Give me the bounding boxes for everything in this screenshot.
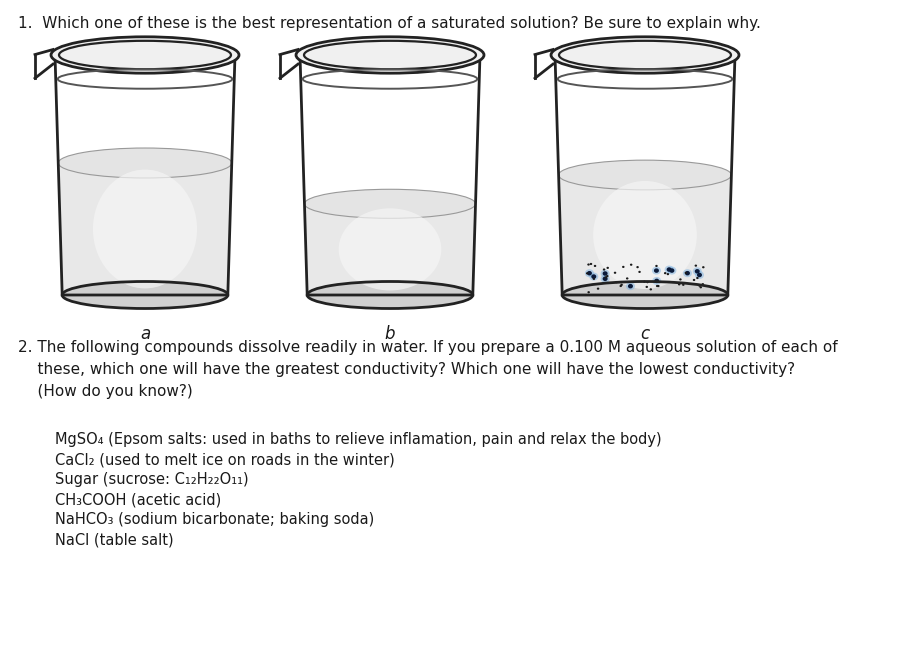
- Ellipse shape: [589, 273, 597, 281]
- Ellipse shape: [604, 276, 607, 279]
- Ellipse shape: [645, 286, 647, 288]
- Text: (How do you know?): (How do you know?): [18, 384, 193, 399]
- Ellipse shape: [600, 275, 609, 283]
- Ellipse shape: [338, 209, 441, 290]
- Ellipse shape: [621, 266, 624, 268]
- Ellipse shape: [613, 272, 616, 274]
- Ellipse shape: [606, 275, 607, 277]
- Ellipse shape: [692, 279, 695, 281]
- Ellipse shape: [625, 277, 628, 279]
- Ellipse shape: [62, 281, 228, 308]
- Ellipse shape: [585, 272, 588, 275]
- Ellipse shape: [593, 265, 596, 267]
- Ellipse shape: [685, 271, 689, 275]
- Ellipse shape: [666, 267, 671, 272]
- Ellipse shape: [606, 267, 608, 269]
- Ellipse shape: [586, 271, 591, 275]
- Text: MgSO₄ (Epsom salts: used in baths to relieve inflamation, pain and relax the bod: MgSO₄ (Epsom salts: used in baths to rel…: [55, 432, 661, 447]
- Ellipse shape: [550, 37, 738, 73]
- Text: c: c: [640, 325, 649, 343]
- Ellipse shape: [701, 266, 704, 268]
- Ellipse shape: [304, 189, 475, 218]
- Ellipse shape: [655, 285, 658, 287]
- Ellipse shape: [638, 271, 641, 273]
- Text: CH₃COOH (acetic acid): CH₃COOH (acetic acid): [55, 492, 221, 507]
- Ellipse shape: [677, 283, 680, 285]
- Ellipse shape: [615, 281, 618, 283]
- Ellipse shape: [602, 268, 605, 271]
- Ellipse shape: [600, 270, 609, 277]
- Text: 1.  Which one of these is the best representation of a saturated solution? Be su: 1. Which one of these is the best repres…: [18, 16, 760, 31]
- Ellipse shape: [630, 264, 631, 266]
- Ellipse shape: [653, 279, 659, 283]
- Text: CaCl₂ (used to melt ice on roads in the winter): CaCl₂ (used to melt ice on roads in the …: [55, 452, 394, 467]
- Ellipse shape: [602, 272, 607, 276]
- Ellipse shape: [593, 181, 696, 289]
- Text: a: a: [140, 325, 150, 343]
- Ellipse shape: [694, 269, 699, 273]
- Ellipse shape: [666, 273, 668, 275]
- Ellipse shape: [602, 277, 607, 281]
- Ellipse shape: [586, 291, 589, 294]
- Ellipse shape: [664, 266, 673, 273]
- Ellipse shape: [628, 284, 632, 288]
- Ellipse shape: [645, 281, 648, 283]
- Text: these, which one will have the greatest conductivity? Which one will have the lo: these, which one will have the greatest …: [18, 362, 794, 377]
- Text: b: b: [384, 325, 395, 343]
- Ellipse shape: [698, 284, 700, 287]
- Ellipse shape: [591, 274, 596, 279]
- Ellipse shape: [696, 277, 698, 279]
- Ellipse shape: [653, 268, 658, 273]
- Ellipse shape: [692, 267, 701, 275]
- Ellipse shape: [701, 283, 703, 285]
- Ellipse shape: [51, 37, 239, 73]
- Ellipse shape: [694, 264, 697, 267]
- Ellipse shape: [656, 285, 659, 287]
- Ellipse shape: [586, 264, 589, 266]
- Ellipse shape: [307, 281, 472, 308]
- Ellipse shape: [642, 281, 645, 283]
- Polygon shape: [58, 163, 232, 295]
- Polygon shape: [558, 175, 731, 295]
- Text: Sugar (sucrose: C₁₂H₂₂O₁₁): Sugar (sucrose: C₁₂H₂₂O₁₁): [55, 472, 248, 487]
- Ellipse shape: [589, 263, 592, 265]
- Ellipse shape: [584, 269, 594, 277]
- Ellipse shape: [619, 284, 622, 286]
- Ellipse shape: [562, 281, 727, 308]
- Text: NaCl (table salt): NaCl (table salt): [55, 533, 174, 548]
- Polygon shape: [304, 204, 475, 295]
- Ellipse shape: [669, 268, 674, 273]
- Ellipse shape: [682, 269, 691, 277]
- Ellipse shape: [697, 273, 701, 277]
- Ellipse shape: [694, 271, 703, 279]
- Ellipse shape: [681, 284, 684, 286]
- Ellipse shape: [654, 265, 657, 267]
- Ellipse shape: [664, 272, 665, 274]
- Ellipse shape: [678, 279, 681, 281]
- Ellipse shape: [684, 272, 686, 274]
- Ellipse shape: [652, 277, 661, 285]
- Ellipse shape: [698, 286, 701, 288]
- Ellipse shape: [592, 278, 595, 280]
- Text: NaHCO₃ (sodium bicarbonate; baking soda): NaHCO₃ (sodium bicarbonate; baking soda): [55, 513, 374, 527]
- Ellipse shape: [636, 266, 638, 268]
- Ellipse shape: [625, 282, 634, 290]
- Ellipse shape: [618, 285, 621, 287]
- Ellipse shape: [649, 288, 652, 290]
- Ellipse shape: [58, 148, 232, 178]
- Ellipse shape: [666, 266, 675, 275]
- Ellipse shape: [558, 160, 731, 190]
- Ellipse shape: [652, 266, 660, 275]
- Ellipse shape: [596, 288, 598, 290]
- Text: 2. The following compounds dissolve readily in water. If you prepare a 0.100 M a: 2. The following compounds dissolve read…: [18, 340, 836, 355]
- Ellipse shape: [296, 37, 483, 73]
- Ellipse shape: [93, 170, 197, 288]
